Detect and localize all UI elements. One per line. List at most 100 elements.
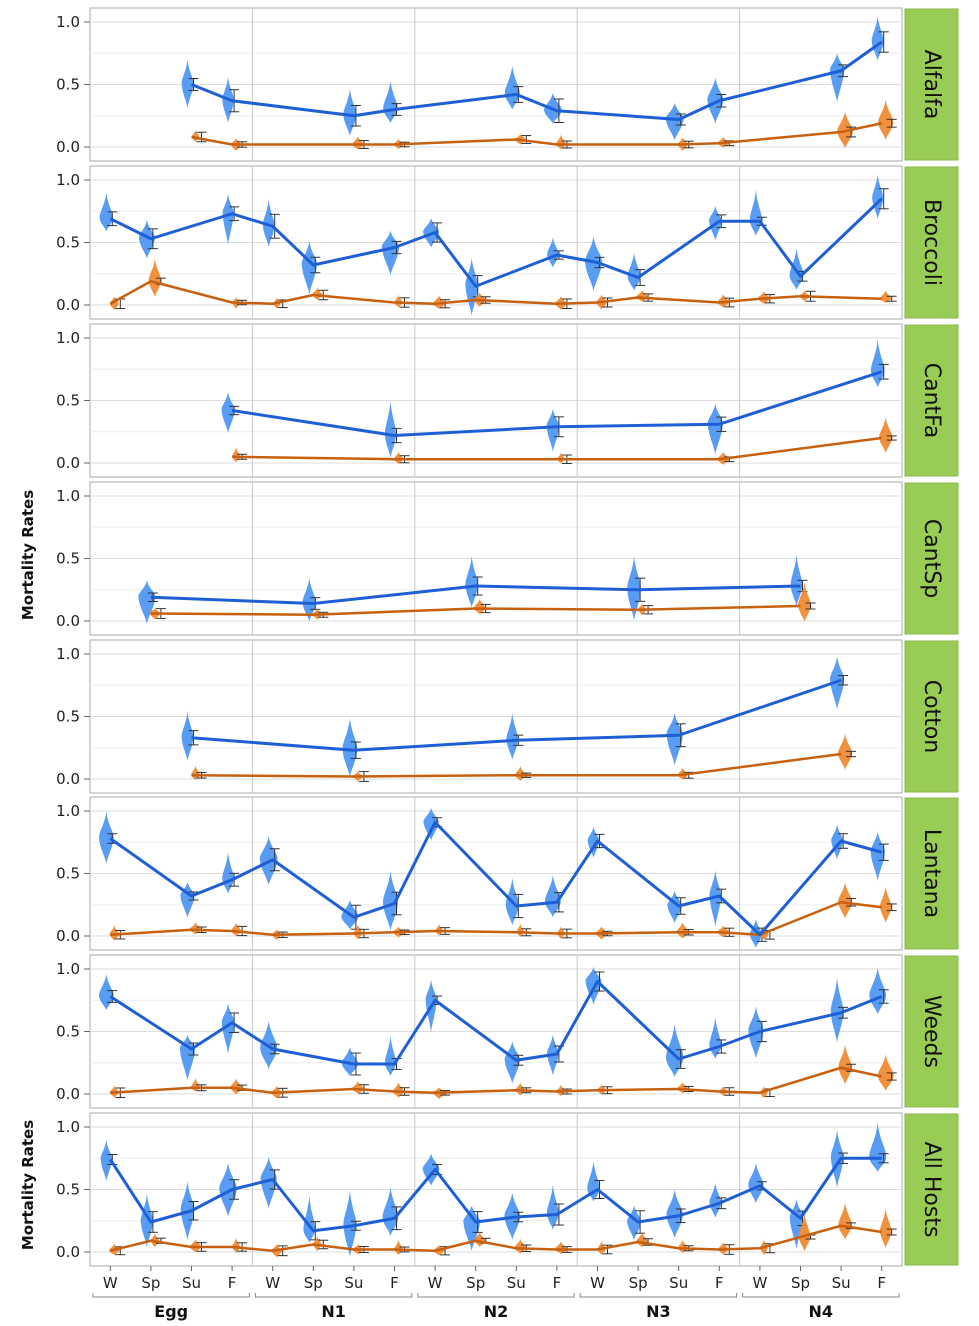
orange-violin — [231, 922, 241, 937]
blue-violin — [383, 81, 398, 124]
blue-mean-line — [109, 197, 883, 288]
x-tick-label: Su — [507, 1274, 526, 1292]
blue-violin — [546, 408, 560, 452]
blue-violin — [790, 554, 803, 607]
y-tick-label: 0.0 — [56, 454, 80, 472]
x-tick-label: F — [390, 1274, 399, 1292]
blue-violin — [382, 870, 399, 931]
blue-violin — [504, 65, 520, 110]
orange-violin — [556, 134, 566, 150]
blue-violin — [343, 1190, 357, 1258]
x-tick-label: F — [877, 1274, 886, 1292]
orange-violin — [191, 765, 200, 781]
blue-violin — [342, 718, 358, 778]
group-bracket — [92, 1293, 250, 1298]
orange-mean-line — [232, 436, 882, 461]
blue-violin — [100, 1140, 112, 1182]
blue-violin — [179, 1034, 196, 1081]
blue-violin — [262, 199, 275, 248]
orange-violin — [554, 1241, 567, 1255]
panel-alfalfa: 0.0 0.5 1.0 Alfalfa — [56, 7, 959, 162]
blue-violin — [546, 1184, 559, 1230]
x-tick-label: Sp — [141, 1274, 160, 1292]
y-tick-label: 0.5 — [56, 1023, 80, 1041]
blue-violin — [627, 252, 641, 291]
blue-violin — [423, 807, 439, 841]
group-bracket — [742, 1293, 900, 1298]
panel-cantsp: 0.0 0.5 1.0 CantSp — [56, 481, 959, 636]
y-tick-label: 0.5 — [56, 865, 80, 883]
y-tick-label: 0.0 — [56, 1243, 80, 1261]
blue-mean-line — [109, 820, 883, 937]
blue-violin — [140, 1193, 154, 1248]
orange-violin — [393, 451, 404, 465]
orange-violin — [352, 136, 364, 150]
blue-violin — [219, 1162, 237, 1217]
strip-label: All Hosts — [919, 1142, 944, 1238]
orange-violin — [677, 1240, 688, 1254]
orange-violin — [879, 416, 893, 453]
blue-violin — [98, 974, 114, 1011]
blue-violin — [343, 88, 357, 136]
group-label: N3 — [646, 1302, 671, 1321]
blue-violin — [99, 811, 114, 864]
y-tick-label: 0.0 — [56, 612, 80, 630]
y-tick-label: 0.5 — [56, 76, 80, 94]
blue-violin — [381, 230, 400, 276]
blue-violin — [707, 77, 724, 124]
y-tick-label: 1.0 — [56, 645, 80, 663]
x-tick-label: W — [752, 1274, 767, 1292]
orange-mean-line — [191, 122, 882, 146]
group-label: N2 — [484, 1302, 509, 1321]
orange-violin — [394, 1240, 403, 1256]
strip-box — [904, 324, 959, 477]
x-tick-label: Sp — [466, 1274, 485, 1292]
orange-mean-line — [110, 1224, 882, 1252]
blue-mean-line — [191, 678, 842, 752]
orange-violin — [109, 925, 119, 941]
orange-violin — [392, 1082, 405, 1098]
y-tick-label: 0.5 — [56, 234, 80, 252]
blue-violin — [506, 712, 519, 760]
y-tick-label: 1.0 — [56, 13, 80, 31]
orange-violin — [877, 1054, 894, 1091]
orange-violin — [148, 258, 162, 298]
blue-mean-line — [190, 40, 883, 121]
blue-violin — [666, 712, 683, 766]
strip-box — [904, 166, 959, 319]
y-tick-label: 0.0 — [56, 770, 80, 788]
orange-violin — [878, 99, 894, 140]
group-label: N4 — [809, 1302, 834, 1321]
orange-violin — [353, 924, 363, 940]
panel-lantana: 0.0 0.5 1.0 Lantana — [56, 796, 959, 951]
strip-box — [904, 640, 959, 793]
group-label: N1 — [321, 1302, 346, 1321]
blue-mean-line — [109, 980, 883, 1066]
x-tick-label: W — [590, 1274, 605, 1292]
strip-box — [904, 8, 959, 161]
x-tick-label: Su — [344, 1274, 363, 1292]
blue-violin — [181, 711, 194, 762]
y-tick-label: 1.0 — [56, 1118, 80, 1136]
x-tick-label: Su — [182, 1274, 201, 1292]
blue-violin — [301, 240, 317, 295]
strip-label: CantSp — [919, 519, 944, 598]
x-tick-label: W — [428, 1274, 443, 1292]
blue-violin — [830, 977, 844, 1043]
blue-violin — [707, 403, 723, 455]
orange-violin — [516, 923, 525, 938]
panel-weeds: 0.0 0.5 1.0 Weeds — [56, 954, 959, 1109]
group-bracket — [579, 1293, 738, 1298]
strip-label: Cotton — [919, 680, 944, 753]
strip-box — [904, 482, 959, 635]
orange-violin — [798, 1213, 811, 1252]
y-tick-label: 0.5 — [56, 1181, 80, 1199]
blue-violin — [341, 1047, 359, 1077]
strip-label: Broccoli — [919, 199, 944, 286]
orange-violin — [838, 733, 853, 770]
y-tick-label: 0.5 — [56, 708, 80, 726]
y-tick-label: 0.5 — [56, 392, 80, 410]
y-tick-label: 1.0 — [56, 960, 80, 978]
y-tick-label: 1.0 — [56, 171, 80, 189]
orange-mean-line — [109, 280, 882, 305]
